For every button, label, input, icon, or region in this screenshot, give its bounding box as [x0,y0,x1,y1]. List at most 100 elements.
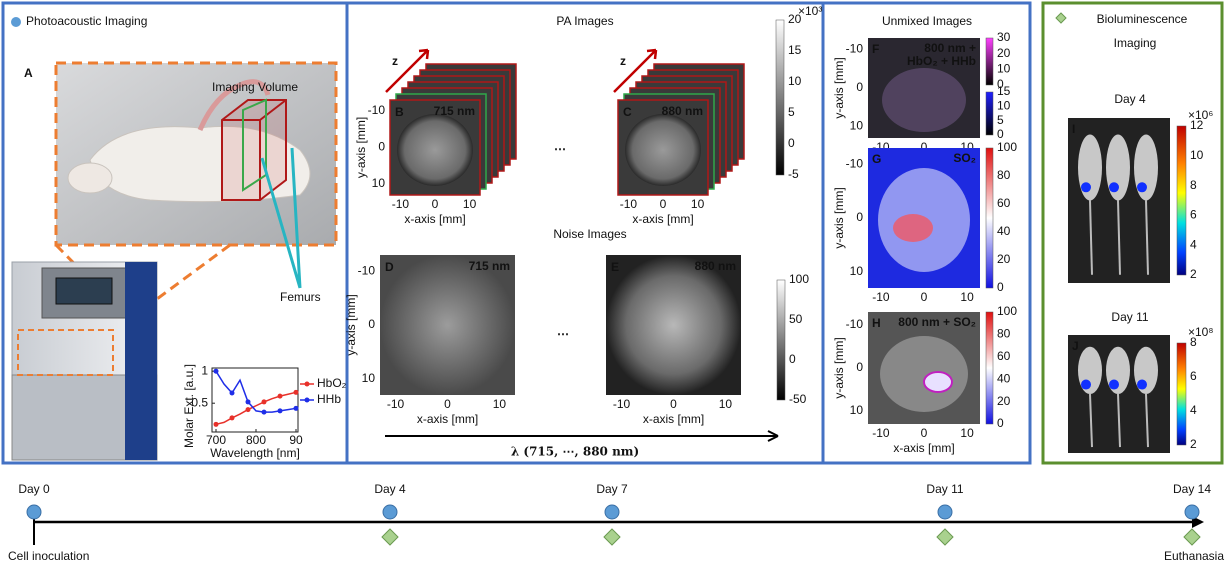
colorbar-tick-label: 80 [997,168,1011,182]
day-label: Day 0 [18,482,50,496]
spectrum-point [294,390,299,395]
y-axis-label: y-axis [mm] [832,187,846,248]
x-axis-label: Wavelength [nm] [210,446,300,460]
bli-session [937,529,953,545]
spectrum-point [246,407,251,412]
timeline-note: Euthanasia [1164,549,1224,563]
day-label: Day 11 [926,482,963,496]
signal [893,214,933,242]
colorbar-multiplier: ×10³ [798,4,822,18]
bli-session [382,529,398,545]
mouse-head [68,163,112,193]
y-tick-label: 0 [856,210,863,224]
wavelength-axis-label: λ (715, ⋯, 880 nm) [511,445,639,459]
wavelength-label: 880 nm [695,259,736,273]
section-title: Bioluminescence [1097,12,1188,26]
colorbar-tick-label: 40 [997,224,1011,238]
colorbar-tick-label: 10 [1190,148,1204,162]
spectrum-point [230,415,235,420]
depth-label: z [620,54,626,68]
colorbar-tick-label: 100 [997,140,1017,154]
x-tick-label: -10 [872,290,890,304]
x-tick-label: 10 [960,426,974,440]
y-tick-label: 10 [850,119,864,133]
colorbar-tick-label: 100 [997,304,1017,318]
x-tick-label: 800 [246,433,266,447]
tissue [880,336,968,412]
femurs-label: Femurs [280,290,321,304]
colorbar-tick-label: 0 [997,416,1004,430]
colorbar-tick-label: 5 [997,113,1004,127]
panel-letter: I [1072,122,1075,136]
panel-letter: E [611,260,619,274]
colorbar-tick-label: 20 [997,46,1011,60]
depth-label: z [392,54,398,68]
x-tick-label: 10 [463,197,477,211]
scanner-side [125,262,157,460]
scanner-screen [56,278,112,304]
y-tick-label: 0 [368,317,375,331]
mouse [1106,135,1130,201]
x-tick-label: 10 [691,197,705,211]
section-title: Unmixed Images [882,14,972,28]
y-tick-label: 10 [850,264,864,278]
colorbar [1177,343,1186,445]
signal [1081,182,1091,192]
x-tick-label: 0 [921,426,928,440]
colorbar-tick-label: -50 [789,392,807,406]
colorbar-tick-label: 10 [788,74,802,88]
wavelength-label: 715 nm [434,104,475,118]
colorbar-tick-label: 0 [788,136,795,150]
signal [1109,182,1119,192]
bullet [1056,13,1066,23]
section-title: Photoacoustic Imaging [26,14,147,28]
overlay-label: SO₂ [953,151,976,165]
y-tick-label: 0 [856,80,863,94]
colorbar [1177,126,1186,275]
x-tick-label: 10 [719,397,733,411]
x-tick-label: 0 [660,197,667,211]
day-label: Day 4 [1114,92,1146,106]
noise-image [380,255,515,395]
panel-letter: C [623,105,632,119]
colorbar [777,280,785,400]
bli-session [604,529,620,545]
timeline-note: Cell inoculation [8,549,89,563]
colorbar [986,148,993,288]
panel-letter: F [872,42,879,56]
day-label: Day 4 [374,482,406,496]
x-tick-label: 0 [921,290,928,304]
legend-marker [305,398,310,403]
colorbar-tick-label: 15 [788,43,802,57]
wavelength-label: 880 nm [662,104,703,118]
spectrum-point [278,394,283,399]
tissue [397,114,473,186]
legend-label: HHb [317,392,341,406]
colorbar-tick-label: 5 [788,105,795,119]
colorbar-tick-label: 2 [1190,437,1197,451]
noise-image [606,255,741,395]
y-tick-label: -10 [358,263,376,277]
colorbar-tick-label: 20 [997,394,1011,408]
section-title: Imaging [1114,36,1157,50]
signal [1081,380,1091,390]
mouse [1134,135,1158,201]
y-tick-label: -10 [368,103,386,117]
x-tick-label: 10 [493,397,507,411]
day-label: Day 11 [1111,310,1148,324]
signal [1137,182,1147,192]
imaging-volume [222,100,286,200]
tissue [625,114,701,186]
colorbar [986,92,993,135]
overlay-label: HbO₂ + HHb [907,54,976,68]
y-axis-label: Molar Ext. [a.u.] [182,364,196,448]
x-tick-label: 90 [289,433,303,447]
x-axis-label: x-axis [mm] [643,412,704,426]
x-tick-label: 700 [206,433,226,447]
colorbar-tick-label: 15 [997,84,1011,98]
signal [924,372,952,392]
colorbar [776,20,784,175]
y-axis-label: y-axis [mm] [354,117,368,178]
y-tick-label: 1 [201,363,208,377]
signal [1109,380,1119,390]
